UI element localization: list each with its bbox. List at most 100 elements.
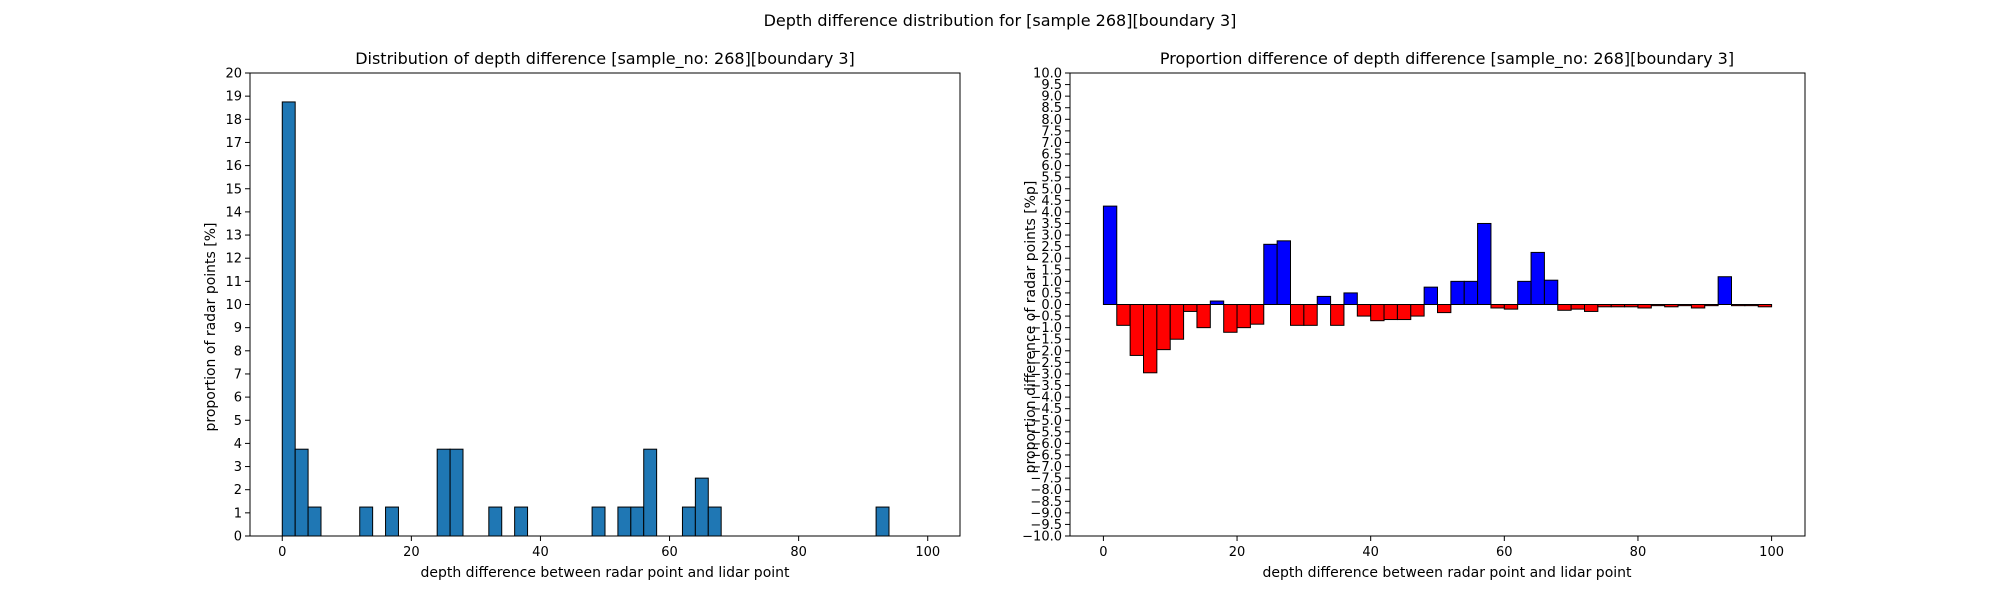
left-chart-bar-12: [643, 448, 658, 537]
left-chart-ytick-label: 19: [225, 90, 242, 105]
right-chart-ytick-label: −7.5: [1030, 472, 1062, 487]
right-chart-ytick-label: −0.5: [1030, 310, 1062, 325]
left-chart-ytick-label: 10: [225, 298, 242, 313]
right-chart-ytick-label: 4.5: [1041, 194, 1062, 209]
right-chart-bar-22: [1396, 304, 1412, 321]
left-chart-bar-13: [681, 506, 696, 537]
left-chart-xtick-label: 0: [278, 545, 286, 560]
right-chart-bar-15: [1303, 304, 1318, 326]
figure-suptitle: Depth difference distribution for [sampl…: [764, 11, 1237, 30]
right-chart-bar-23: [1410, 304, 1425, 317]
right-chart-ytick-label: −5.5: [1030, 425, 1062, 440]
right-chart-bar-18: [1343, 292, 1358, 306]
right-chart-bar-44: [1690, 304, 1706, 309]
left-chart-ytick-label: 12: [225, 252, 242, 267]
left-chart-bar-8: [514, 506, 529, 537]
right-chart-ytick-label: 7.0: [1041, 136, 1062, 151]
right-chart-ytick-label: −9.0: [1030, 506, 1062, 521]
right-chart-ytick-label: 0.5: [1041, 286, 1062, 301]
left-chart-bars: [281, 101, 890, 537]
left-chart-ytick-label: 14: [225, 205, 242, 220]
right-chart-ytick-label: −1.0: [1030, 321, 1062, 336]
left-chart-xlabel: depth difference between radar point and…: [420, 565, 790, 581]
right-chart-ytick-label: 1.5: [1041, 263, 1062, 278]
left-chart-ytick-label: 18: [225, 113, 242, 128]
right-chart-bar-33: [1543, 279, 1559, 306]
right-chart-bar-10: [1236, 304, 1251, 329]
right-chart-bar-30: [1503, 304, 1519, 310]
right-chart-bar-35: [1570, 304, 1586, 310]
right-chart-ytick-label: −4.0: [1030, 391, 1062, 406]
left-chart-bar-15: [707, 506, 722, 537]
right-chart-title: Proportion difference of depth differenc…: [1160, 49, 1734, 69]
right-chart-bar-26: [1450, 280, 1465, 306]
right-chart-ytick-label: 5.5: [1041, 171, 1062, 186]
right-chart-ytick-label: 6.5: [1041, 148, 1062, 163]
right-chart-bar-46: [1717, 276, 1733, 306]
left-chart-bar-9: [591, 506, 606, 537]
right-chart-ytick-label: −8.5: [1030, 495, 1062, 510]
left-chart-bar-0: [281, 101, 296, 537]
right-chart-ytick-label: −8.0: [1030, 483, 1062, 498]
right-chart-bar-14: [1290, 304, 1305, 326]
right-chart-ytick-label: −2.5: [1030, 356, 1062, 371]
left-chart-ytick-label: 3: [234, 460, 242, 475]
right-chart-bar-8: [1209, 300, 1225, 305]
left-chart-ytick-label: 13: [225, 229, 242, 244]
right-chart-bar-0: [1102, 205, 1118, 305]
left-chart-bar-16: [875, 506, 890, 537]
right-chart-bar-24: [1423, 286, 1439, 306]
right-chart-ytick-label: −9.5: [1030, 518, 1062, 533]
left-chart-ytick-label: 7: [234, 367, 242, 382]
right-chart-ytick-label: 5.0: [1041, 182, 1062, 197]
right-chart-ytick-label: 9.0: [1041, 90, 1062, 105]
right-chart-bar-21: [1383, 304, 1398, 321]
right-chart-ytick-label: 7.5: [1041, 124, 1062, 139]
right-chart-bar-32: [1530, 251, 1545, 306]
right-chart-ytick-label: 10.0: [1033, 67, 1062, 82]
left-chart-ytick-label: 16: [225, 159, 242, 174]
right-chart-xtick-label: 60: [1496, 545, 1513, 560]
right-chart-ytick-label: 1.0: [1041, 275, 1062, 290]
right-chart-bar-47: [1731, 304, 1746, 307]
chart-right-difference: Proportion difference of depth differenc…: [1022, 49, 1806, 581]
right-chart-ytick-label: 8.5: [1041, 101, 1062, 116]
right-chart-bar-40: [1637, 304, 1652, 309]
left-chart-bar-10: [617, 506, 632, 537]
right-chart-xtick-label: 40: [1362, 545, 1379, 560]
right-chart-ytick-label: 4.0: [1041, 205, 1062, 220]
right-chart-ytick-label: −2.0: [1030, 344, 1062, 359]
right-chart-ytick-label: −7.0: [1030, 460, 1062, 475]
right-chart-bar-3: [1143, 304, 1158, 374]
right-chart-ytick-label: −4.5: [1030, 402, 1062, 417]
right-chart-bar-25: [1437, 304, 1452, 314]
right-chart-bar-16: [1316, 295, 1332, 305]
left-chart-ytick-label: 11: [225, 275, 242, 290]
left-chart-ytick-label: 5: [234, 414, 242, 429]
right-chart-ylabel: proportion difference of radar points [%…: [1023, 181, 1039, 474]
right-chart-bar-6: [1183, 304, 1198, 312]
right-chart-ytick-label: 8.0: [1041, 113, 1062, 128]
left-chart-ytick-label: 0: [234, 530, 242, 545]
left-chart-xtick-label: 60: [661, 545, 678, 560]
right-chart-bar-41: [1650, 304, 1666, 307]
right-chart-ytick-label: 2.5: [1041, 240, 1062, 255]
left-chart-bar-4: [385, 506, 399, 537]
right-chart-ytick-label: −1.5: [1030, 333, 1062, 348]
right-chart-bar-27: [1463, 280, 1479, 306]
right-chart-xtick-label: 0: [1099, 545, 1107, 560]
right-chart-bar-9: [1223, 304, 1238, 333]
right-chart-ytick-label: −3.5: [1030, 379, 1062, 394]
left-chart-xtick-label: 40: [532, 545, 549, 560]
right-chart-bar-49: [1757, 304, 1773, 308]
left-chart-ytick-label: 20: [225, 67, 242, 82]
left-chart-ytick-label: 6: [234, 391, 242, 406]
left-chart-ytick-label: 2: [234, 483, 242, 498]
right-chart-ytick-label: −3.0: [1030, 367, 1062, 382]
right-chart-bar-37: [1597, 304, 1612, 308]
right-chart-bar-36: [1584, 304, 1599, 312]
right-chart-ytick-label: 2.0: [1041, 252, 1062, 267]
left-chart-xtick-label: 20: [403, 545, 420, 560]
